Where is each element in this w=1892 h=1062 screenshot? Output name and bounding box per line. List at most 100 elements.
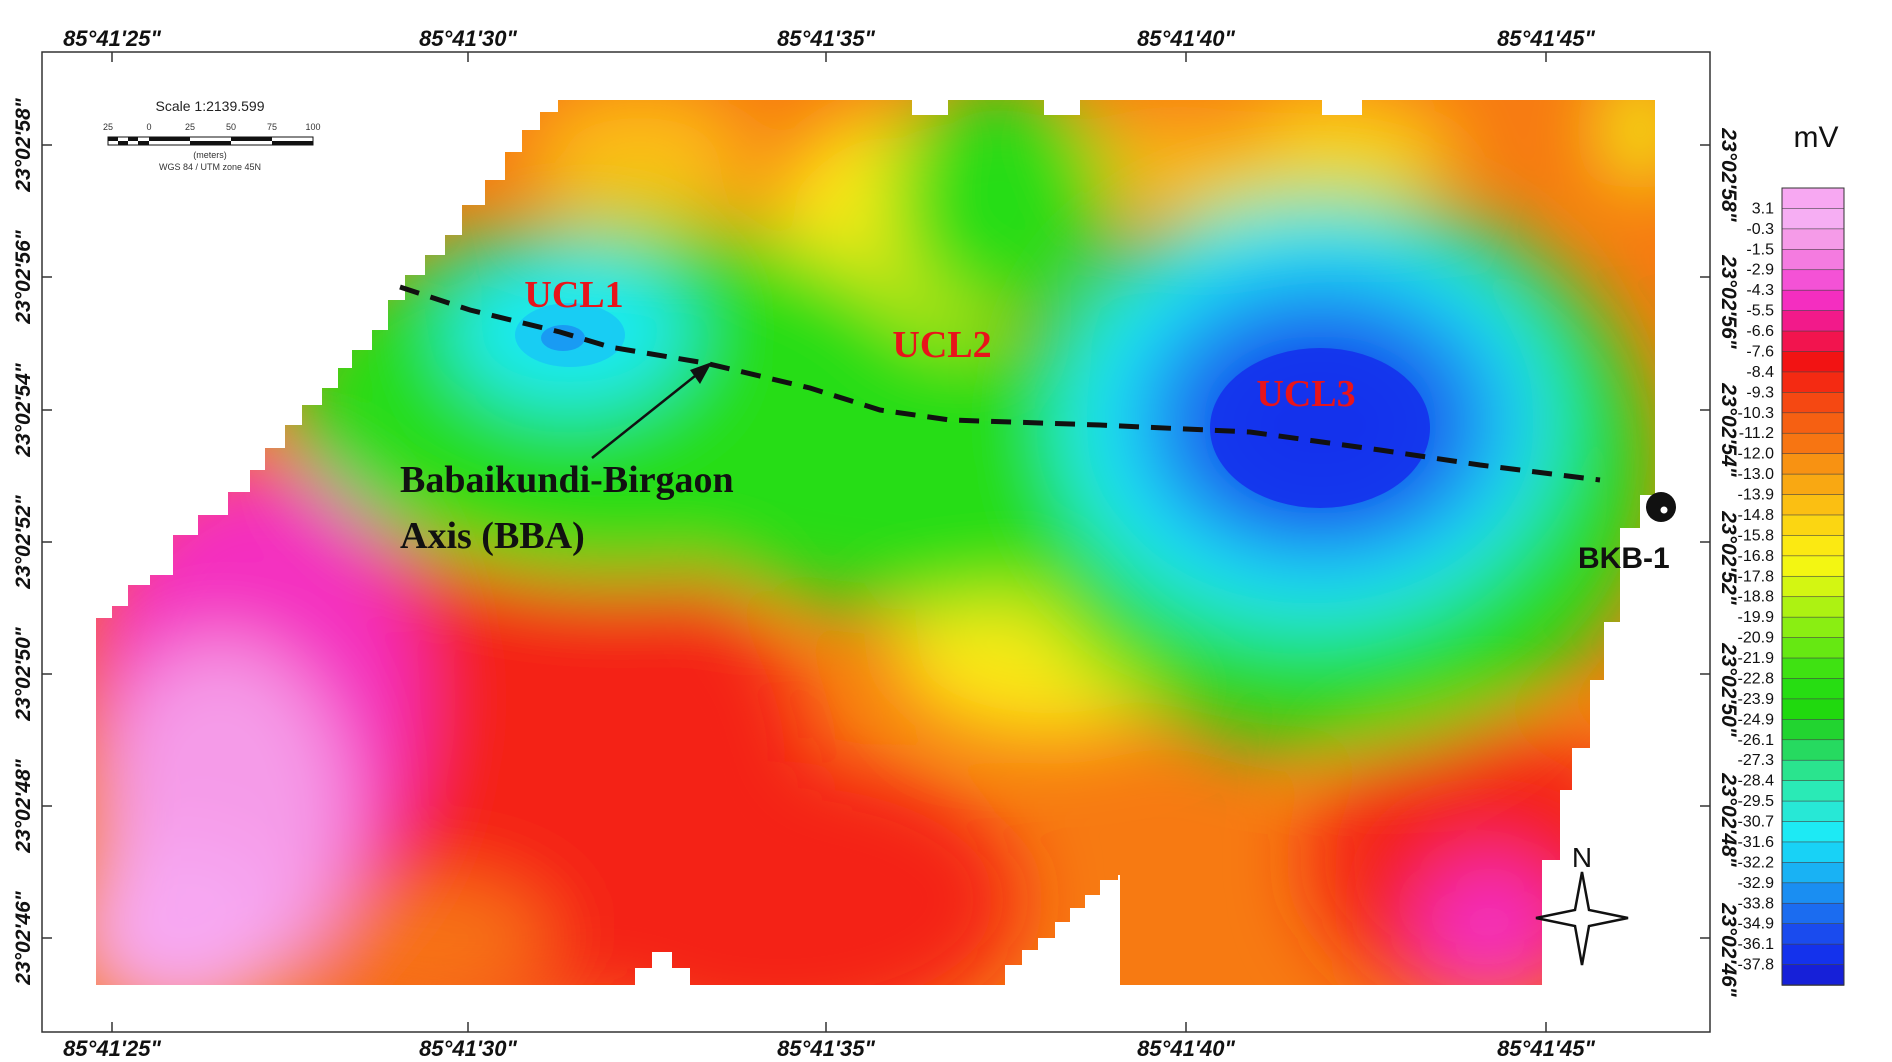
legend-value-label: -2.9 xyxy=(1746,262,1774,279)
left-lat-label-5: 23°02'50" xyxy=(12,626,35,721)
legend-swatch xyxy=(1781,637,1845,659)
legend-swatch xyxy=(1781,249,1845,271)
scale-tick-label: 50 xyxy=(226,122,236,132)
legend-swatch xyxy=(1781,902,1845,925)
axis-annotation-line1: Babaikundi-Birgaon xyxy=(400,459,734,501)
color-legend: mV 3.1 -0.3 -1.5 -2.9 -4.3 -5.5 -6.6 -7.6 -8.4 -9… xyxy=(1738,121,1845,986)
axis-annotation-line2: Axis (BBA) xyxy=(400,515,585,557)
legend-swatch xyxy=(1781,289,1845,312)
left-lat-label-4: 23°02'52" xyxy=(12,494,35,589)
legend-value-label: -11.2 xyxy=(1739,425,1774,442)
well-marker-icon xyxy=(1646,492,1676,522)
legend-value-label: -9.3 xyxy=(1746,384,1774,401)
scale-tick-label: 100 xyxy=(305,122,320,132)
legend-swatch xyxy=(1781,841,1845,864)
legend-value-label: -37.8 xyxy=(1738,957,1775,974)
anomaly-surface xyxy=(96,100,1655,985)
legend-value-label: -17.8 xyxy=(1738,568,1775,585)
legend-swatch xyxy=(1781,821,1845,843)
legend-swatch xyxy=(1781,453,1845,475)
legend-value-label: -29.5 xyxy=(1738,793,1775,810)
legend-swatch xyxy=(1781,514,1845,537)
legend-value-label: -34.9 xyxy=(1738,916,1775,933)
scale-projection: WGS 84 / UTM zone 45N xyxy=(159,162,261,172)
left-lat-label-6: 23°02'48" xyxy=(12,758,35,853)
legend-swatch xyxy=(1781,575,1845,598)
legend-swatch xyxy=(1781,535,1845,557)
legend-swatch xyxy=(1781,228,1845,251)
north-label: N xyxy=(1572,842,1592,873)
zone-label-ucl1: UCL1 xyxy=(524,274,623,316)
top-lon-label-5: 85°41'45" xyxy=(1497,26,1595,51)
legend-value-label: -13.9 xyxy=(1738,487,1775,504)
legend-labels: 3.1 -0.3 -1.5 -2.9 -4.3 -5.5 -6.6 -7.6 -8.4 -9.3 -… xyxy=(1738,200,1775,973)
right-lat-label-6: 23°02'48" xyxy=(1717,772,1740,867)
legend-swatch xyxy=(1781,698,1845,721)
scale-tick-label: 75 xyxy=(267,122,277,132)
legend-swatch xyxy=(1781,739,1845,762)
legend-value-label: -15.8 xyxy=(1738,527,1775,544)
legend-value-label: -4.3 xyxy=(1746,282,1774,299)
legend-swatch xyxy=(1781,371,1845,394)
legend-swatch xyxy=(1781,310,1845,332)
legend-swatch xyxy=(1781,432,1845,455)
legend-value-label: -6.6 xyxy=(1746,323,1774,340)
bottom-lon-label-3: 85°41'35" xyxy=(777,1036,875,1061)
legend-value-label: -16.8 xyxy=(1738,548,1775,565)
legend-value-label: -19.9 xyxy=(1738,609,1775,626)
legend-swatch xyxy=(1781,862,1845,884)
legend-swatch xyxy=(1781,943,1845,966)
legend-swatch xyxy=(1781,330,1845,353)
legend-swatch xyxy=(1781,392,1845,414)
legend-value-label: -22.8 xyxy=(1738,670,1775,687)
scale-tick-label: 0 xyxy=(146,122,151,132)
legend-value-label: -27.3 xyxy=(1738,752,1775,769)
legend-value-label: -8.4 xyxy=(1746,364,1774,381)
legend-value-label: -18.8 xyxy=(1738,589,1775,606)
legend-value-label: -12.0 xyxy=(1738,446,1775,463)
bottom-lon-label-5: 85°41'45" xyxy=(1497,1036,1595,1061)
legend-value-label: -24.9 xyxy=(1738,711,1775,728)
legend-swatch xyxy=(1781,616,1845,639)
legend-swatch xyxy=(1781,269,1845,291)
frame-ticks xyxy=(42,52,1710,1032)
legend-swatch xyxy=(1781,412,1845,435)
right-lat-label-1: 23°02'58" xyxy=(1717,127,1740,222)
legend-swatch xyxy=(1781,780,1845,802)
well-label: BKB-1 xyxy=(1578,542,1670,575)
legend-value-label: -23.9 xyxy=(1738,691,1775,708)
left-lat-label-3: 23°02'54" xyxy=(12,362,35,457)
top-lon-label-1: 85°41'25" xyxy=(63,26,161,51)
legend-value-label: -0.3 xyxy=(1746,221,1774,238)
legend-value-label: -26.1 xyxy=(1738,732,1775,749)
legend-value-label: -21.9 xyxy=(1738,650,1775,667)
legend-swatch xyxy=(1781,555,1845,578)
legend-value-label: -10.3 xyxy=(1738,405,1775,422)
legend-value-label: -32.2 xyxy=(1738,854,1775,871)
legend-value-label: -20.9 xyxy=(1738,630,1775,647)
scale-title: Scale 1:2139.599 xyxy=(156,98,265,114)
legend-swatch xyxy=(1781,964,1845,986)
scale-unit: (meters) xyxy=(193,150,227,160)
right-lat-label-3: 23°02'54" xyxy=(1717,382,1740,477)
legend-unit: mV xyxy=(1794,121,1839,154)
zone-label-ucl3: UCL3 xyxy=(1256,373,1355,415)
legend-value-label: -7.6 xyxy=(1746,343,1774,360)
legend-value-label: -1.5 xyxy=(1746,241,1774,258)
legend-swatch xyxy=(1781,759,1845,782)
legend-swatch xyxy=(1781,187,1845,210)
legend-swatch xyxy=(1781,596,1845,618)
legend-value-label: -14.8 xyxy=(1738,507,1775,524)
annotation-arrow xyxy=(591,371,701,459)
legend-value-label: 3.1 xyxy=(1752,200,1774,217)
legend-swatch xyxy=(1781,882,1845,905)
scale-tick-label: 25 xyxy=(185,122,195,132)
legend-value-label: -36.1 xyxy=(1738,936,1775,953)
legend-value-label: -32.9 xyxy=(1738,875,1775,892)
right-lat-label-7: 23°02'46" xyxy=(1717,902,1740,997)
legend-value-label: -5.5 xyxy=(1746,303,1774,320)
right-lat-label-5: 23°02'50" xyxy=(1717,642,1740,737)
legend-swatch xyxy=(1781,657,1845,680)
right-lat-label-2: 23°02'56" xyxy=(1717,254,1740,349)
north-arrow-icon: N xyxy=(1535,842,1629,966)
